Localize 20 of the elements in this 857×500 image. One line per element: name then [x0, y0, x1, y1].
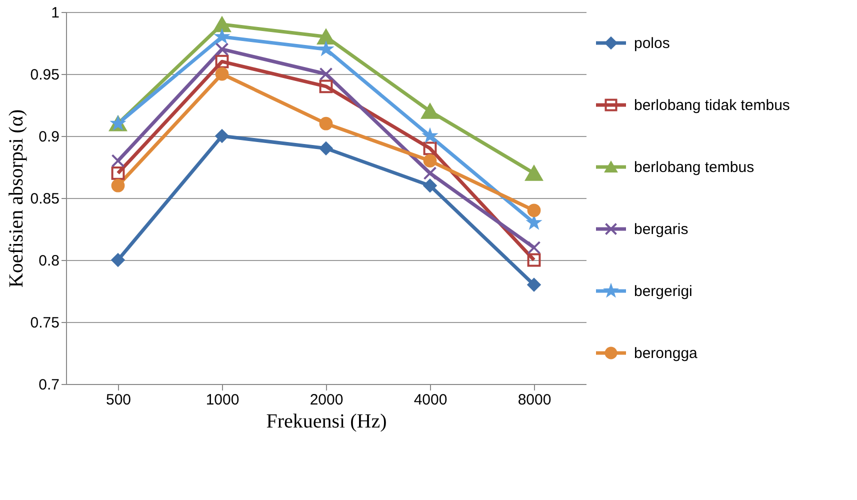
y-tick-label: 0.85 — [30, 190, 60, 208]
y-axis-title: Koefisien absorpsi (α) — [5, 109, 28, 288]
x-tick-label: 2000 — [310, 392, 344, 408]
y-tick-label: 0.8 — [38, 252, 60, 270]
x-tick-label: 4000 — [414, 392, 448, 408]
legend-label: berlobang tidak tembus — [634, 97, 790, 114]
y-tick-label: 0.75 — [30, 314, 60, 332]
x-tick-label: 1000 — [206, 392, 240, 408]
x-tick-label: 500 — [106, 392, 132, 408]
x-tick-label: 8000 — [518, 392, 552, 408]
x-axis-title: Frekuensi (Hz) — [266, 410, 387, 432]
y-tick-label: 0.95 — [30, 66, 60, 84]
legend-label: berongga — [634, 345, 698, 362]
legend-label: bergerigi — [634, 283, 692, 300]
y-tick-label: 0.7 — [38, 376, 60, 394]
legend-label: polos — [634, 35, 670, 52]
legend-label: bergaris — [634, 221, 688, 238]
legend-label: berlobang tembus — [634, 159, 754, 176]
y-tick-label: 1 — [51, 4, 60, 22]
y-tick-label: 0.9 — [38, 128, 60, 146]
